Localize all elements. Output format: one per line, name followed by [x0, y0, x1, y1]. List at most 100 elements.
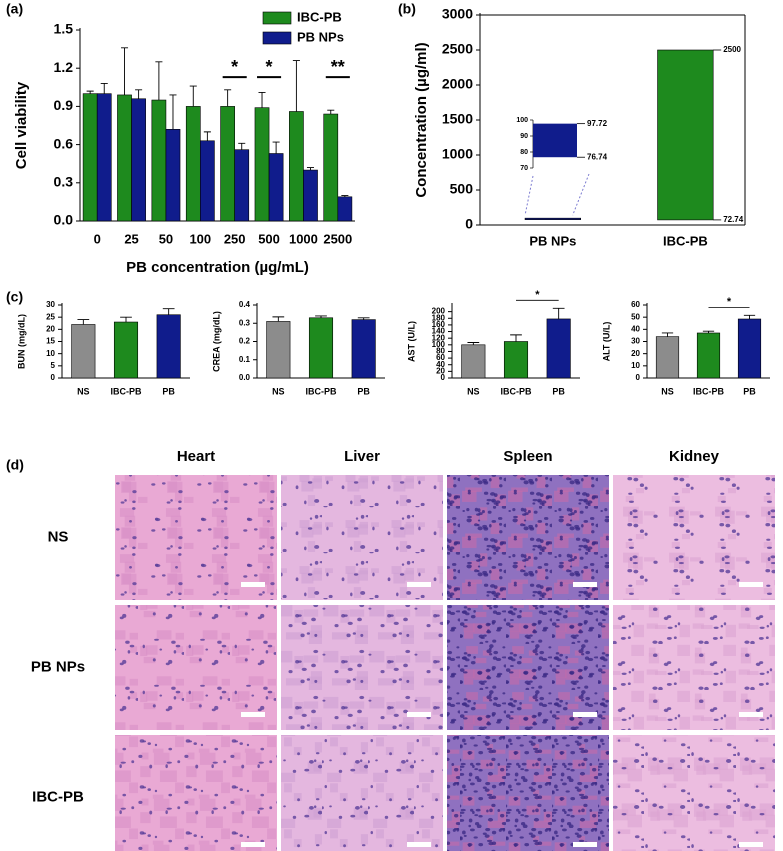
x-tick-label: PB NPs — [529, 233, 576, 248]
tissue-image — [613, 605, 775, 730]
error-bar — [189, 85, 197, 107]
y-tick-label: 0 — [51, 373, 56, 382]
bar — [185, 106, 201, 222]
y-tick-label: 2000 — [442, 76, 473, 92]
bar — [266, 321, 291, 379]
row-header: NS — [48, 528, 69, 545]
scale-bar — [407, 842, 431, 847]
panel-label: (c) — [6, 289, 23, 305]
panel-label: (b) — [398, 1, 416, 17]
y-tick-label: 20 — [46, 324, 55, 333]
significance-mark: * — [535, 289, 540, 301]
y-tick-label: 0 — [441, 373, 446, 382]
y-tick-label: 0.3 — [54, 174, 74, 190]
error-bar — [100, 83, 108, 94]
y-tick-label: 30 — [46, 300, 55, 309]
x-tick-label: NS — [272, 386, 285, 396]
bar — [254, 107, 270, 222]
bar — [351, 319, 376, 379]
y-axis-title: BUN (mg/dL) — [16, 314, 26, 369]
error-bar — [258, 91, 266, 108]
y-tick-label: 40 — [631, 324, 640, 333]
scale-bar — [739, 712, 763, 717]
row-header: PB NPs — [31, 658, 85, 675]
tissue-image — [115, 475, 277, 600]
significance-mark: * — [266, 57, 273, 77]
x-tick-label: IBC-PB — [111, 386, 142, 396]
panel-label: (a) — [6, 1, 23, 17]
bar — [503, 341, 529, 379]
y-tick-label: 0.1 — [239, 355, 251, 364]
y-tick-label: 0.0 — [54, 212, 74, 228]
y-tick-label: 0.9 — [54, 97, 74, 113]
y-tick-label: 0.4 — [239, 300, 251, 309]
bar — [461, 344, 486, 379]
y-tick-label: 0 — [636, 373, 641, 382]
inset-range-bar — [533, 123, 577, 158]
significance-mark: ** — [331, 57, 345, 77]
tissue-image — [115, 605, 277, 730]
bar — [268, 153, 284, 222]
y-tick-label: 160 — [432, 320, 446, 329]
y-tick-label: 100 — [432, 340, 446, 349]
scale-bar — [573, 582, 597, 587]
y-tick-label: 20 — [631, 349, 640, 358]
bar — [696, 332, 721, 379]
y-axis-title: Cell viability — [13, 81, 30, 169]
scale-bar — [407, 582, 431, 587]
error-bar — [86, 90, 94, 94]
x-tick-label: 2500 — [323, 231, 352, 246]
bar — [156, 314, 181, 379]
column-header: Heart — [177, 448, 215, 465]
y-tick-label: 1000 — [442, 146, 473, 162]
y-tick-label: 30 — [631, 337, 640, 346]
scale-bar — [241, 712, 265, 717]
y-axis-title: ALT (U/L) — [601, 322, 611, 362]
y-tick-label: 3000 — [442, 6, 473, 22]
x-tick-label: IBC-PB — [693, 386, 724, 396]
bar — [308, 317, 334, 379]
error-bar — [155, 61, 163, 101]
y-tick-label: 120 — [432, 333, 446, 342]
error-bar — [120, 316, 132, 323]
y-tick-label: 180 — [432, 313, 446, 322]
bar — [323, 113, 339, 222]
value-label: 72.74 — [723, 215, 744, 224]
y-tick-label: 40 — [436, 360, 445, 369]
y-axis-title: AST (U/L) — [406, 321, 416, 362]
legend-swatch — [262, 31, 292, 45]
scale-bar — [241, 842, 265, 847]
tissue-image — [447, 605, 609, 730]
inset-y-tick-label: 90 — [520, 133, 528, 140]
y-tick-label: 1.2 — [54, 59, 74, 75]
x-tick-label: 25 — [124, 231, 138, 246]
bar — [165, 129, 181, 222]
bar — [113, 321, 139, 379]
error-bar — [77, 319, 90, 325]
y-tick-label: 0.6 — [54, 135, 74, 151]
bar — [151, 99, 167, 222]
bar — [71, 324, 96, 379]
y-tick-label: 0 — [465, 216, 473, 232]
y-tick-label: 15 — [46, 337, 55, 346]
bar — [131, 98, 146, 222]
value-label: 97.72 — [587, 119, 608, 128]
error-bar — [224, 89, 232, 107]
error-bar — [120, 47, 129, 95]
bar — [655, 336, 680, 379]
tissue-image — [281, 605, 443, 730]
bar — [82, 93, 98, 222]
significance-mark: * — [231, 57, 238, 77]
x-tick-label: 50 — [159, 231, 173, 246]
y-tick-label: 0.3 — [239, 318, 251, 327]
bar — [200, 140, 215, 222]
tissue-image — [613, 475, 775, 600]
legend-label: IBC-PB — [297, 9, 342, 24]
error-bar — [238, 142, 246, 150]
y-tick-label: 0.0 — [239, 373, 251, 382]
y-tick-label: 80 — [436, 347, 445, 356]
column-header: Liver — [344, 448, 380, 465]
scale-bar — [241, 582, 265, 587]
x-tick-label: IBC-PB — [663, 233, 708, 248]
error-bar — [327, 109, 335, 115]
